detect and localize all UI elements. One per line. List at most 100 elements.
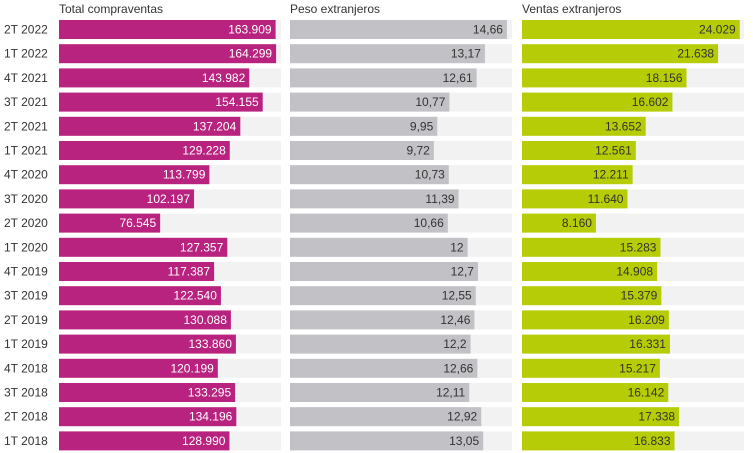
data-label: 113.799	[163, 168, 206, 182]
bar	[522, 116, 646, 136]
data-label: 12.211	[593, 168, 629, 182]
data-label: 12,66	[443, 361, 473, 375]
data-label: 163.909	[228, 23, 272, 37]
data-label: 9,95	[410, 119, 434, 133]
bar	[59, 237, 228, 257]
category-label: 1T 2019	[4, 337, 48, 351]
bar	[522, 431, 675, 451]
panel-title: Peso extranjeros	[290, 2, 380, 16]
bar	[290, 407, 482, 427]
data-label: 133.860	[188, 337, 232, 351]
data-label: 15.217	[619, 361, 656, 375]
category-label: 3T 2018	[4, 386, 48, 400]
bar	[59, 407, 237, 427]
bar	[59, 141, 230, 160]
data-label: 134.196	[189, 410, 233, 424]
bar	[59, 286, 221, 306]
data-label: 15.283	[620, 240, 657, 254]
bar	[290, 213, 448, 233]
data-label: 117.387	[168, 265, 211, 279]
bar	[522, 358, 660, 378]
bar	[59, 20, 276, 39]
bar	[522, 262, 658, 281]
bar	[59, 189, 195, 209]
data-label: 164.299	[229, 47, 273, 61]
data-label: 11.640	[588, 192, 624, 206]
bar	[59, 262, 215, 281]
data-label: 16.331	[629, 337, 666, 351]
category-label: 2T 2020	[4, 216, 48, 230]
bar	[59, 358, 218, 378]
data-label: 24.029	[699, 23, 736, 37]
data-label: 10,77	[415, 95, 445, 109]
data-label: 13.652	[605, 119, 642, 133]
data-label: 129.228	[182, 144, 226, 158]
panel-title: Total compraventas	[59, 2, 163, 16]
category-label: 2T 2019	[4, 313, 48, 327]
data-label: 76.545	[119, 216, 156, 230]
data-label: 154.155	[215, 95, 259, 109]
data-label: 128.990	[182, 434, 226, 448]
data-label: 16.602	[632, 95, 669, 109]
bar	[290, 44, 485, 64]
data-label: 137.204	[193, 119, 237, 133]
bar	[522, 383, 669, 402]
bar	[522, 44, 719, 64]
category-label: 3T 2021	[4, 95, 48, 109]
data-label: 102.197	[147, 192, 191, 206]
bar	[290, 189, 459, 209]
category-label: 2T 2021	[4, 119, 48, 133]
data-label: 130.088	[184, 313, 228, 327]
category-label: 2T 2018	[4, 410, 48, 424]
data-label: 16.142	[628, 386, 665, 400]
data-label: 120.199	[170, 361, 214, 375]
bar	[522, 20, 740, 39]
category-label: 4T 2018	[4, 361, 48, 375]
data-label: 122.540	[174, 289, 218, 303]
data-label: 12,2	[443, 337, 467, 351]
bar	[290, 310, 475, 330]
data-label: 133.295	[188, 386, 232, 400]
bar	[59, 44, 277, 64]
data-label: 12,7	[451, 265, 475, 279]
bar	[522, 165, 633, 185]
data-label: 12	[450, 240, 464, 254]
bar	[522, 189, 628, 209]
data-label: 16.209	[628, 313, 665, 327]
data-label: 12,55	[442, 289, 472, 303]
category-label: 1T 2018	[4, 434, 48, 448]
bar	[290, 431, 484, 451]
data-label: 12,11	[436, 386, 465, 400]
bar	[59, 431, 230, 451]
bar	[290, 92, 450, 112]
data-label: 143.982	[202, 71, 246, 85]
bar	[522, 407, 680, 427]
data-label: 10,66	[414, 216, 444, 230]
bar	[522, 213, 596, 233]
category-label: 1T 2022	[4, 47, 48, 61]
bar	[290, 383, 470, 402]
bar	[59, 165, 210, 185]
category-label: 3T 2019	[4, 289, 48, 303]
data-label: 12.561	[595, 144, 632, 158]
bar	[290, 334, 471, 354]
bar	[59, 92, 263, 112]
bar	[59, 116, 241, 136]
data-label: 17.338	[638, 410, 675, 424]
bar	[59, 213, 161, 233]
category-label: 2T 2022	[4, 23, 48, 37]
bar	[290, 237, 468, 257]
data-label: 10,73	[415, 168, 445, 182]
category-label: 1T 2020	[4, 240, 48, 254]
bar	[290, 141, 434, 160]
bar	[522, 68, 687, 88]
data-label: 18.156	[646, 71, 683, 85]
category-label: 1T 2021	[4, 144, 48, 158]
category-label: 4T 2020	[4, 168, 48, 182]
data-label: 14,66	[473, 23, 503, 37]
category-label: 3T 2020	[4, 192, 48, 206]
bar	[522, 334, 670, 354]
bar	[290, 20, 507, 39]
data-label: 21.638	[677, 47, 714, 61]
